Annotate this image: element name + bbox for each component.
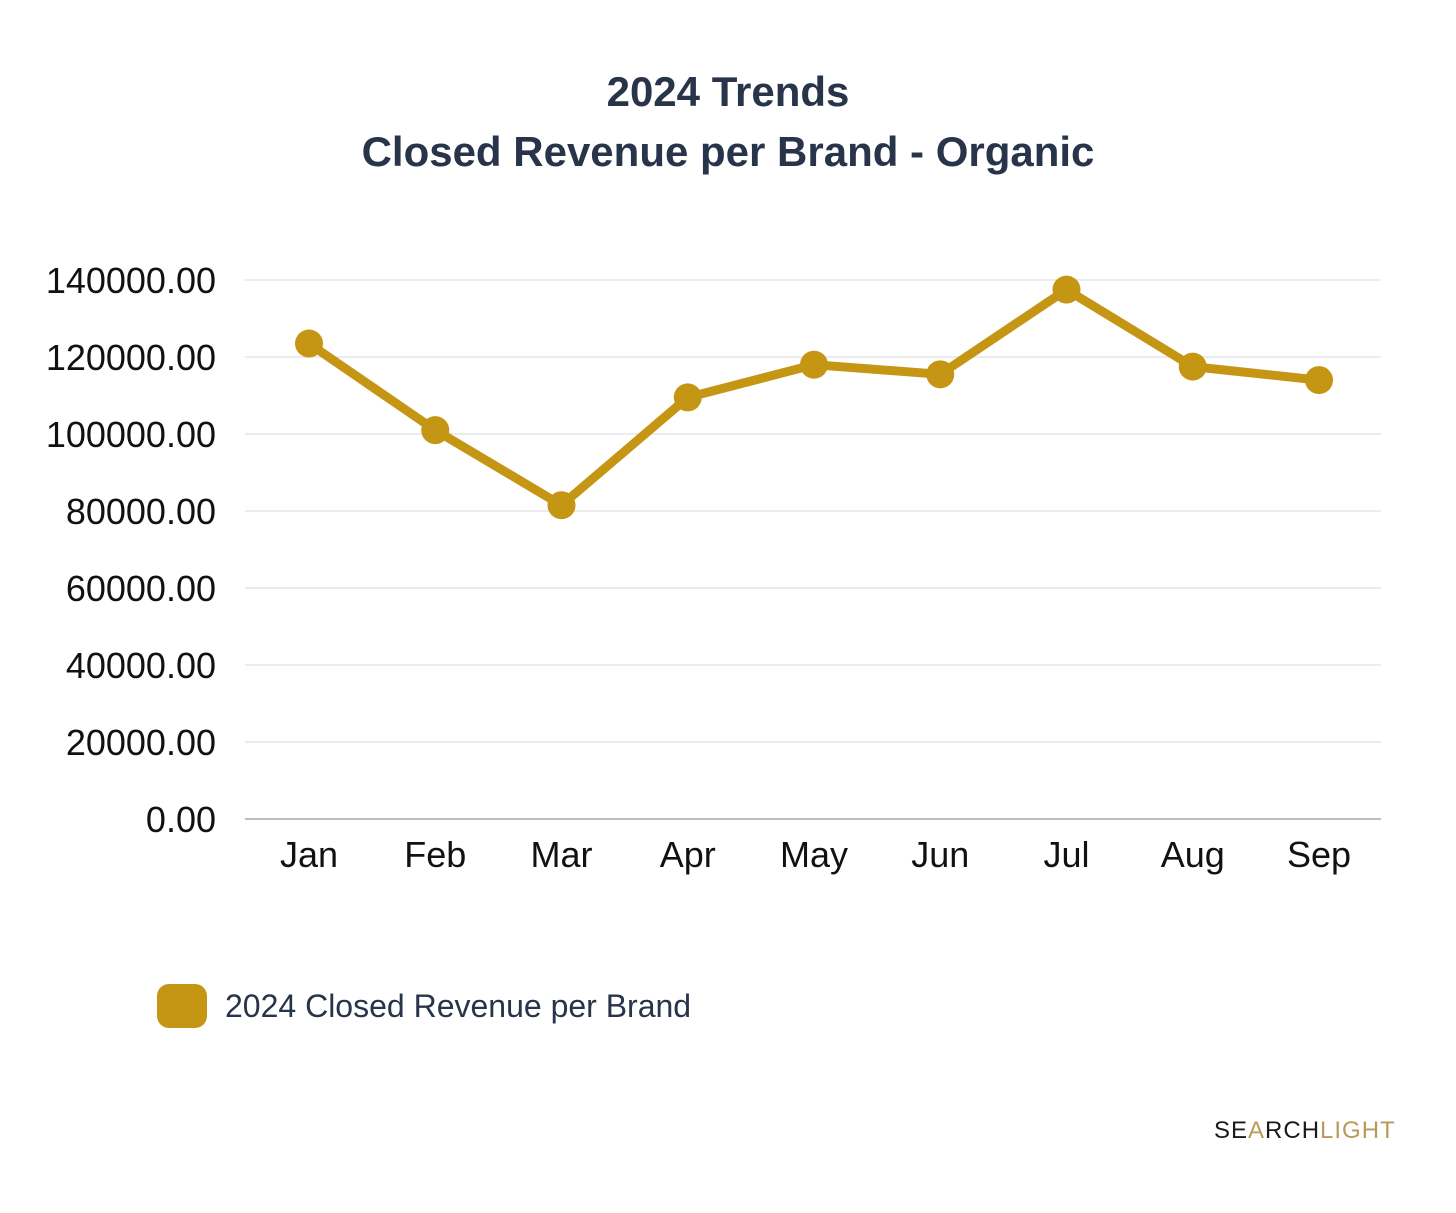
logo-mark: A (1248, 1117, 1266, 1144)
logo-part-rch: RCH (1265, 1117, 1321, 1144)
logo-part-light: LIGHT (1320, 1117, 1396, 1144)
y-tick-label: 0.00 (146, 799, 216, 840)
data-point[interactable] (421, 416, 450, 445)
legend-swatch (157, 984, 207, 1028)
y-tick-label: 120000.00 (46, 337, 216, 378)
y-tick-label: 40000.00 (66, 645, 216, 686)
chart-title-block: 2024 Trends Closed Revenue per Brand - O… (0, 62, 1456, 182)
data-point[interactable] (673, 383, 702, 412)
x-tick-label: Feb (404, 834, 466, 875)
chart-subtitle: Closed Revenue per Brand - Organic (361, 128, 1095, 175)
line-chart: 0.00 20000.00 40000.00 60000.00 80000.00 1000… (46, 260, 1381, 875)
data-point[interactable] (926, 360, 955, 389)
legend-label: 2024 Closed Revenue per Brand (225, 987, 692, 1024)
y-tick-label: 100000.00 (46, 414, 216, 455)
x-tick-label: Jan (280, 834, 338, 875)
searchlight-logo: SEARCHLIGHT (1214, 1117, 1396, 1145)
data-point[interactable] (1178, 352, 1207, 381)
y-tick-label: 140000.00 (46, 260, 216, 301)
x-tick-label: May (780, 834, 848, 875)
chart-title: 2024 Trends (606, 68, 850, 115)
x-tick-label: Mar (531, 834, 593, 875)
y-tick-label: 80000.00 (66, 491, 216, 532)
x-tick-label: Jun (911, 834, 969, 875)
x-tick-label: Jul (1043, 834, 1089, 875)
x-tick-label: Sep (1287, 834, 1351, 875)
data-point[interactable] (295, 329, 323, 358)
series-line (304, 285, 1324, 510)
x-tick-label: Aug (1161, 834, 1225, 875)
data-point[interactable] (800, 350, 828, 379)
data-point[interactable] (1305, 366, 1333, 395)
logo-part-se: SE (1214, 1117, 1249, 1144)
y-tick-label: 20000.00 (66, 722, 216, 763)
x-tick-label: Apr (660, 834, 716, 875)
legend[interactable]: 2024 Closed Revenue per Brand (157, 984, 691, 1028)
data-point[interactable] (547, 491, 576, 520)
y-tick-label: 60000.00 (66, 568, 216, 609)
data-point[interactable] (1052, 275, 1081, 304)
